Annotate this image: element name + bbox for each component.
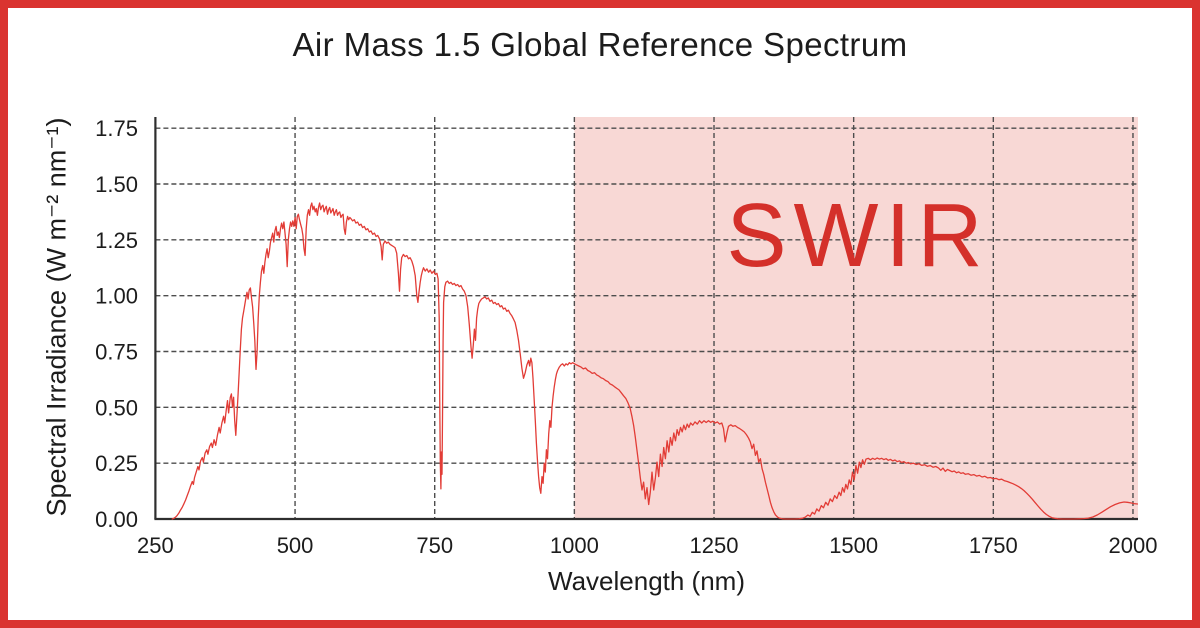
y-axis-label: Spectral Irradiance (W m⁻² nm⁻¹) — [41, 117, 72, 517]
x-tick-label: 1750 — [969, 533, 1018, 558]
x-tick-label: 250 — [137, 533, 174, 558]
y-tick-label: 0.00 — [95, 507, 138, 532]
y-tick-label: 1.75 — [95, 116, 138, 141]
x-axis-label: Wavelength (nm) — [548, 566, 745, 596]
x-tick-label: 750 — [416, 533, 453, 558]
chart-title: Air Mass 1.5 Global Reference Spectrum — [292, 26, 908, 63]
swir-region-label: SWIR — [726, 186, 990, 286]
y-tick-label: 0.25 — [95, 451, 138, 476]
x-tick-label: 500 — [277, 533, 314, 558]
y-tick-label: 1.25 — [95, 228, 138, 253]
y-tick-label: 0.50 — [95, 395, 138, 420]
y-tick-label: 1.00 — [95, 284, 138, 309]
x-tick-label: 1500 — [829, 533, 878, 558]
y-tick-label: 0.75 — [95, 340, 138, 365]
swir-shaded-region — [574, 117, 1138, 519]
y-tick-label: 1.50 — [95, 172, 138, 197]
x-tick-label: 1250 — [690, 533, 739, 558]
x-tick-label: 2000 — [1108, 533, 1157, 558]
x-tick-label: 1000 — [550, 533, 599, 558]
spectrum-line — [171, 202, 1139, 520]
